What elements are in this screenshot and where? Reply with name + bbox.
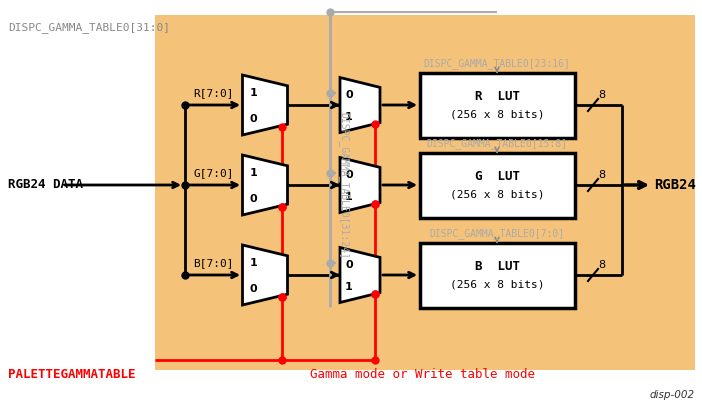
Polygon shape xyxy=(340,77,380,133)
Text: 0: 0 xyxy=(249,114,257,124)
Text: DISPC_GAMMA_TABLE0[31:0]: DISPC_GAMMA_TABLE0[31:0] xyxy=(8,22,170,33)
Polygon shape xyxy=(242,75,288,135)
Text: DISPC_GAMMA_TABLE0[15:8]: DISPC_GAMMA_TABLE0[15:8] xyxy=(427,138,567,149)
Polygon shape xyxy=(340,247,380,303)
Text: R  LUT: R LUT xyxy=(475,90,520,103)
Text: RGB24 DATA: RGB24 DATA xyxy=(8,178,83,191)
Text: PALETTEGAMMATABLE: PALETTEGAMMATABLE xyxy=(8,369,135,382)
Text: Gamma mode or Write table mode: Gamma mode or Write table mode xyxy=(310,369,535,382)
Text: 0: 0 xyxy=(345,90,352,100)
Text: 0: 0 xyxy=(345,170,352,180)
Text: 1: 1 xyxy=(249,168,257,178)
Text: 8: 8 xyxy=(598,170,605,180)
Text: 0: 0 xyxy=(345,260,352,270)
Text: 1: 1 xyxy=(249,258,257,268)
Text: B[7:0]: B[7:0] xyxy=(193,258,234,268)
Text: B  LUT: B LUT xyxy=(475,260,520,273)
Text: 0: 0 xyxy=(249,194,257,204)
Text: (256 x 8 bits): (256 x 8 bits) xyxy=(450,279,545,290)
Text: disp-002: disp-002 xyxy=(650,390,695,400)
Bar xyxy=(420,243,575,308)
Text: (256 x 8 bits): (256 x 8 bits) xyxy=(450,189,545,200)
Text: G  LUT: G LUT xyxy=(475,170,520,183)
Text: DISPC_GAMMA_TABLE0[7:0]: DISPC_GAMMA_TABLE0[7:0] xyxy=(430,228,564,239)
Text: (256 x 8 bits): (256 x 8 bits) xyxy=(450,110,545,119)
Text: 1: 1 xyxy=(249,88,257,98)
Polygon shape xyxy=(242,155,288,215)
Text: RGB24: RGB24 xyxy=(654,178,696,192)
Text: 1: 1 xyxy=(345,192,352,202)
Text: 1: 1 xyxy=(345,112,352,122)
Text: 1: 1 xyxy=(345,282,352,292)
Polygon shape xyxy=(340,157,380,213)
Text: 0: 0 xyxy=(249,284,257,294)
Text: DISPC_GAMMA_TABLE0[31:24]: DISPC_GAMMA_TABLE0[31:24] xyxy=(338,112,349,258)
Bar xyxy=(420,153,575,218)
Text: 8: 8 xyxy=(598,260,605,270)
Polygon shape xyxy=(242,245,288,305)
Bar xyxy=(155,15,695,370)
Text: 8: 8 xyxy=(598,90,605,100)
Text: G[7:0]: G[7:0] xyxy=(193,168,234,178)
Text: R[7:0]: R[7:0] xyxy=(193,88,234,98)
Bar xyxy=(420,73,575,138)
Text: DISPC_GAMMA_TABLE0[23:16]: DISPC_GAMMA_TABLE0[23:16] xyxy=(423,58,571,69)
